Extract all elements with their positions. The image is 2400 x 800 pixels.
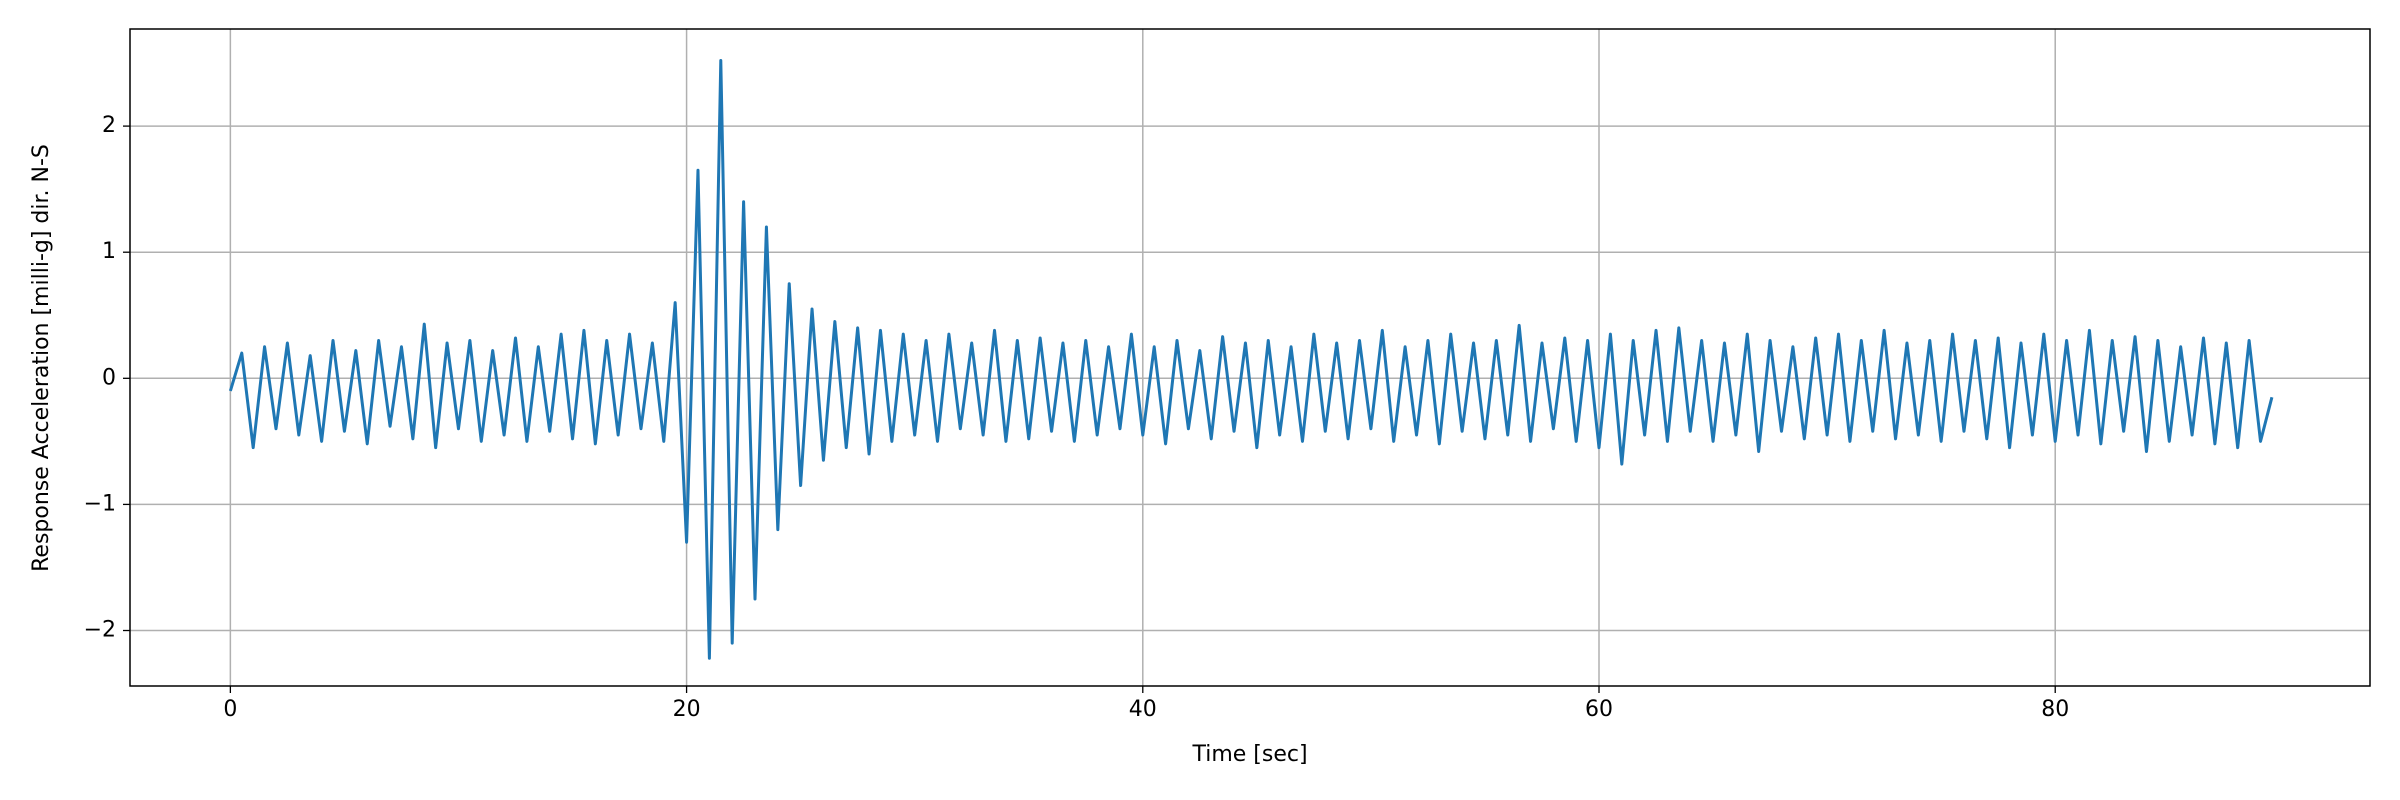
y-tick-label: 2 — [102, 113, 116, 138]
y-tick-label: 0 — [102, 365, 116, 390]
y-axis-label: Response Acceleration [milli-g] dir. N-S — [29, 144, 54, 572]
x-axis-label: Time [sec] — [1191, 742, 1307, 767]
plot-frame — [129, 28, 2371, 687]
x-tick-label: 40 — [1129, 697, 1157, 722]
x-tick-label: 20 — [673, 697, 701, 722]
y-tick-label: 1 — [102, 239, 116, 264]
y-tick-label: −1 — [84, 491, 116, 516]
y-tick-label: −2 — [84, 618, 116, 643]
x-tick-label: 60 — [1585, 697, 1613, 722]
x-tick-label: 0 — [223, 697, 237, 722]
signal-line — [228, 59, 2274, 660]
x-tick-label: 80 — [2041, 697, 2069, 722]
